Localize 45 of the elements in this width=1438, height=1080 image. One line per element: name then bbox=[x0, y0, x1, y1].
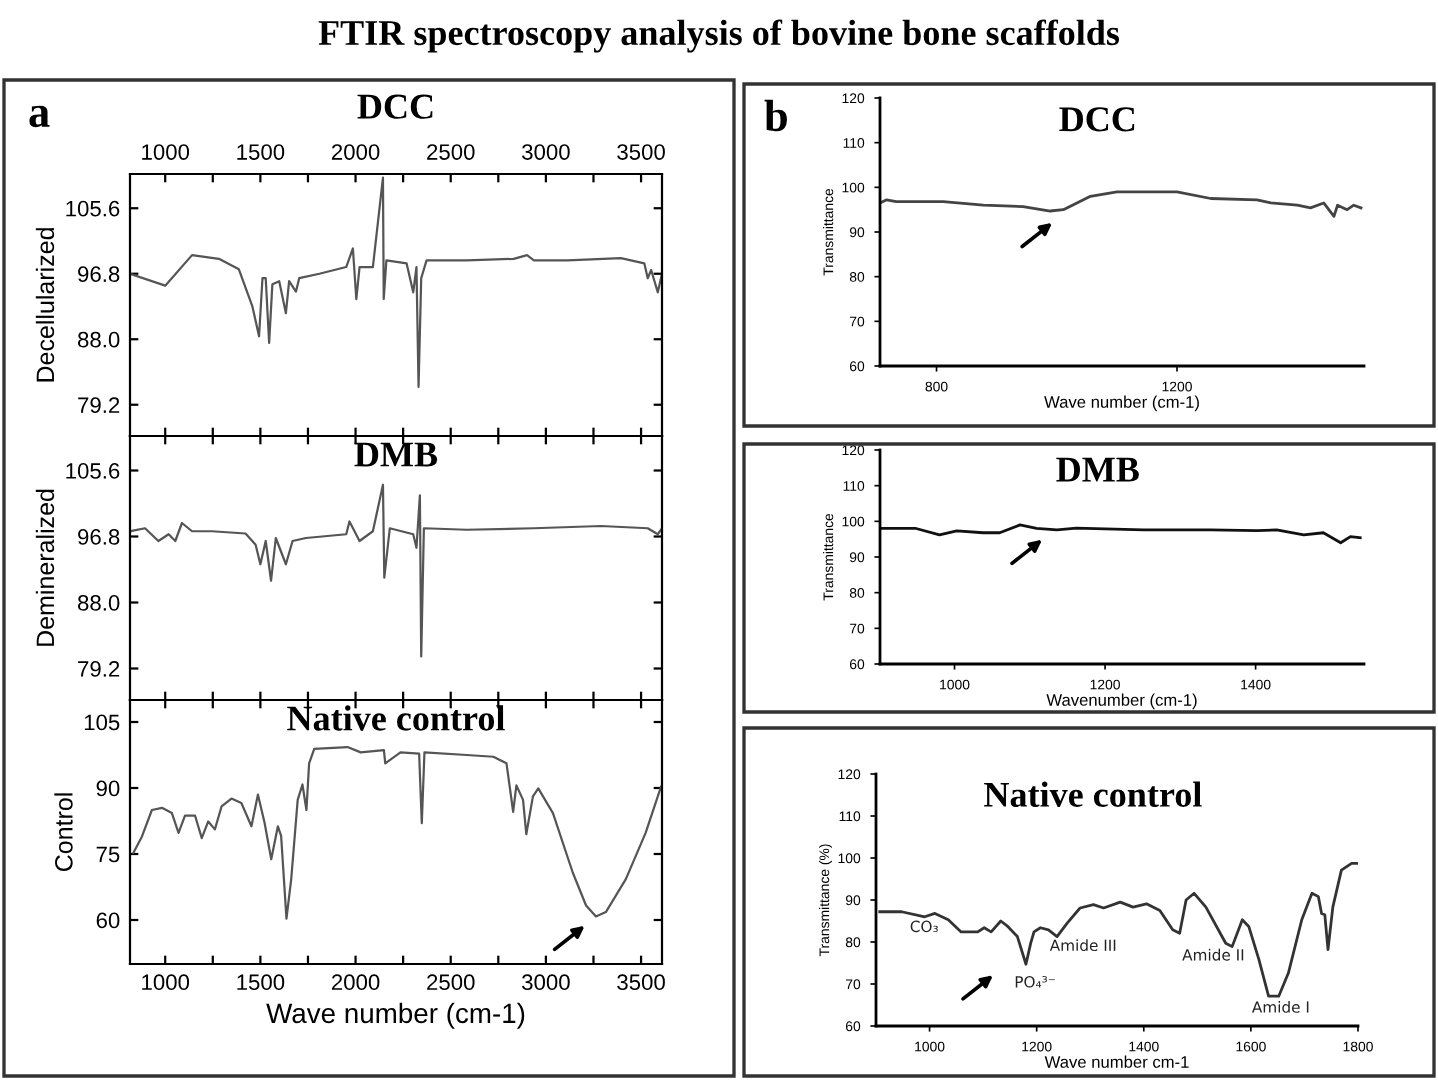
line-series bbox=[130, 483, 662, 658]
x-tick-label: 1500 bbox=[237, 974, 285, 991]
chart-title: DCC bbox=[357, 94, 433, 119]
x-axis-title: Wave number (cm-1) bbox=[1044, 395, 1199, 412]
x-tick-label: 2000 bbox=[331, 144, 380, 160]
x-axis-title: Wave number cm-1 bbox=[1044, 1055, 1189, 1068]
y-tick-label: 105.6 bbox=[66, 463, 120, 479]
x-tick-label: 1000 bbox=[142, 974, 190, 991]
y-tick-label: 90 bbox=[96, 780, 120, 797]
y-axis-title: Decellularized bbox=[35, 228, 55, 382]
y-tick-label: 75 bbox=[96, 846, 120, 863]
y-tick-label: 88.0 bbox=[78, 595, 120, 611]
text: FTIR spectroscopy analysis of bovine bone scaffolds bbox=[318, 19, 1120, 53]
x-tick-label: 3000 bbox=[522, 974, 570, 991]
y-tick-label: 96.8 bbox=[78, 529, 120, 545]
chart-title: DMB bbox=[1056, 457, 1139, 482]
text: b bbox=[764, 99, 787, 132]
x-tick-label: 3500 bbox=[617, 974, 665, 991]
line-series bbox=[880, 523, 1362, 545]
y-tick-label: 105.6 bbox=[66, 200, 120, 217]
y-tick-label: 79.2 bbox=[78, 661, 120, 677]
y-tick-label: 88.0 bbox=[78, 331, 120, 348]
line-series bbox=[878, 862, 1358, 998]
x-tick-label: 2500 bbox=[427, 974, 475, 991]
x-tick-label: 1000 bbox=[142, 144, 190, 160]
y-tick-label: 105 bbox=[84, 714, 120, 731]
x-axis-title: Wave number (cm-1) bbox=[266, 1002, 525, 1029]
y-axis-title: Demineralized bbox=[35, 489, 55, 646]
chart-title: DCC bbox=[1059, 107, 1135, 132]
x-tick-label: 2500 bbox=[427, 144, 475, 160]
x-tick-label: 2000 bbox=[331, 974, 380, 991]
y-tick-label: 60 bbox=[96, 912, 120, 929]
y-tick-label: 79.2 bbox=[78, 397, 120, 414]
x-axis-title: Wavenumber (cm-1) bbox=[1046, 693, 1197, 710]
y-tick-label: 96.8 bbox=[78, 266, 120, 283]
chart-title: Native control bbox=[287, 705, 505, 731]
y-axis-title: Control bbox=[54, 793, 73, 872]
x-tick-label: 1500 bbox=[237, 144, 285, 160]
chart-title: DMB bbox=[354, 442, 438, 467]
line-series bbox=[132, 745, 662, 920]
x-tick-label: 3500 bbox=[617, 144, 665, 160]
line-series bbox=[880, 190, 1363, 218]
text: a bbox=[29, 105, 50, 128]
chart-title: Native control bbox=[984, 781, 1202, 807]
x-tick-label: 3000 bbox=[522, 144, 570, 160]
